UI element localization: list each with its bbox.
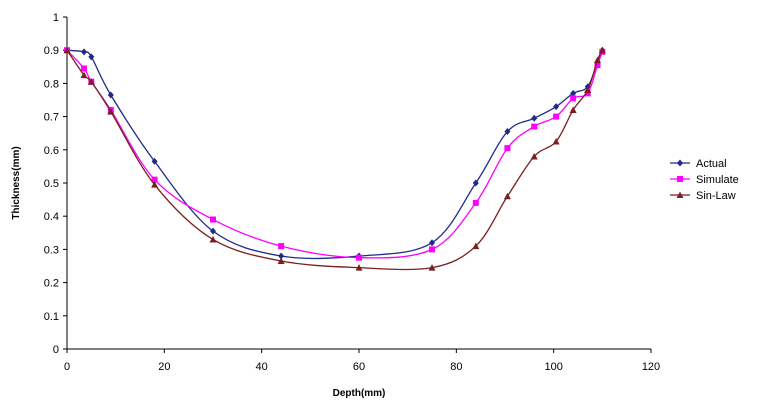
data-point-simulate xyxy=(210,216,216,223)
data-point-simulate xyxy=(570,95,577,102)
x-tick-label: 100 xyxy=(544,361,562,373)
x-tick-label: 20 xyxy=(158,361,170,373)
data-point-sin-law xyxy=(355,264,363,271)
data-point-simulate xyxy=(584,90,591,97)
data-point-actual xyxy=(210,227,216,235)
data-point-sin-law xyxy=(552,138,560,145)
data-point-simulate xyxy=(429,246,435,253)
y-tick-label: 0.7 xyxy=(44,112,59,124)
data-point-actual xyxy=(504,128,511,136)
y-tick-label: 0.8 xyxy=(44,78,59,90)
data-point-actual xyxy=(151,157,158,165)
data-point-actual xyxy=(472,179,479,187)
legend-item-actual: Actual xyxy=(670,158,727,170)
data-point-sin-law xyxy=(63,46,71,54)
data-point-simulate xyxy=(594,62,601,69)
legend-swatch-marker xyxy=(677,176,683,182)
data-point-sin-law xyxy=(107,108,115,115)
y-tick-label: 0.3 xyxy=(44,244,59,256)
data-point-sin-law xyxy=(584,86,592,94)
legend-item-simulate: Simulate xyxy=(670,174,739,186)
data-point-sin-law xyxy=(428,264,436,271)
y-tick-label: 0.9 xyxy=(44,45,59,57)
x-tick-label: 80 xyxy=(450,361,462,373)
x-tick-labels: 0 20 40 60 80 100 120 xyxy=(64,349,660,373)
y-tick-label: 0.1 xyxy=(44,311,59,323)
y-tick-label: 0.4 xyxy=(44,211,59,223)
x-axis-title: Depth(mm) xyxy=(333,388,386,399)
data-point-simulate xyxy=(356,254,362,261)
y-tick-label: 1 xyxy=(53,12,59,24)
data-point-sin-law xyxy=(530,152,538,160)
data-point-sin-law xyxy=(472,242,480,250)
data-point-actual xyxy=(531,114,538,122)
y-tick-label: 0.5 xyxy=(44,178,59,190)
data-point-actual xyxy=(88,53,95,61)
data-point-actual xyxy=(81,48,88,56)
y-tick-label: 0.6 xyxy=(44,145,59,157)
y-tick-labels: 0 0.1 0.2 0.3 0.4 0.5 0.6 0.7 0.8 0.9 1 xyxy=(44,12,67,356)
data-point-simulate xyxy=(504,145,511,152)
data-point-sin-law xyxy=(151,181,159,188)
data-point-simulate xyxy=(553,113,560,120)
data-point-sin-law xyxy=(593,56,601,64)
data-point-sin-law xyxy=(209,235,217,243)
series-actual xyxy=(64,46,606,260)
legend-label: Sin-Law xyxy=(696,190,736,202)
legend-swatch-marker xyxy=(676,191,684,198)
y-axis-title: Thickness(mm) xyxy=(11,146,22,219)
x-tick-label: 120 xyxy=(642,361,660,373)
data-point-actual xyxy=(278,252,285,260)
y-tick-label: 0 xyxy=(53,344,59,356)
data-point-actual xyxy=(107,91,114,99)
data-point-sin-law xyxy=(503,192,511,200)
series-simulate xyxy=(64,47,606,261)
legend-label: Actual xyxy=(696,158,727,170)
data-point-sin-law xyxy=(277,257,285,265)
x-tick-label: 0 xyxy=(64,361,70,373)
legend-swatch-marker xyxy=(677,159,683,167)
series-line-simulate xyxy=(66,49,603,259)
data-point-actual xyxy=(553,103,560,111)
data-point-sin-law xyxy=(598,46,606,54)
series-layer xyxy=(63,46,606,271)
data-point-simulate xyxy=(151,176,158,183)
legend-item-sin-law: Sin-Law xyxy=(670,190,736,202)
data-point-sin-law xyxy=(87,78,95,85)
legend-label: Simulate xyxy=(696,174,739,186)
x-tick-label: 40 xyxy=(256,361,268,373)
series-sin-law xyxy=(63,46,606,271)
series-line-sin-law xyxy=(66,49,603,271)
data-point-sin-law xyxy=(80,71,88,79)
series-line-actual xyxy=(66,49,603,260)
data-point-actual xyxy=(570,89,577,97)
data-point-simulate xyxy=(472,199,479,206)
data-point-simulate xyxy=(531,123,538,130)
data-point-actual xyxy=(429,239,435,247)
data-point-sin-law xyxy=(569,106,577,113)
data-point-simulate xyxy=(278,243,285,250)
y-tick-label: 0.2 xyxy=(44,278,59,290)
legend: Actual Simulate Sin-Law xyxy=(670,158,739,202)
x-tick-label: 60 xyxy=(353,361,365,373)
data-point-simulate xyxy=(81,65,88,72)
